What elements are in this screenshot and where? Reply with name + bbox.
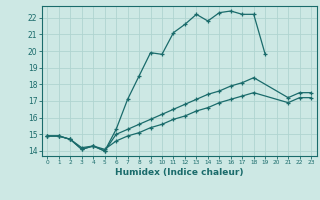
X-axis label: Humidex (Indice chaleur): Humidex (Indice chaleur) <box>115 168 244 177</box>
